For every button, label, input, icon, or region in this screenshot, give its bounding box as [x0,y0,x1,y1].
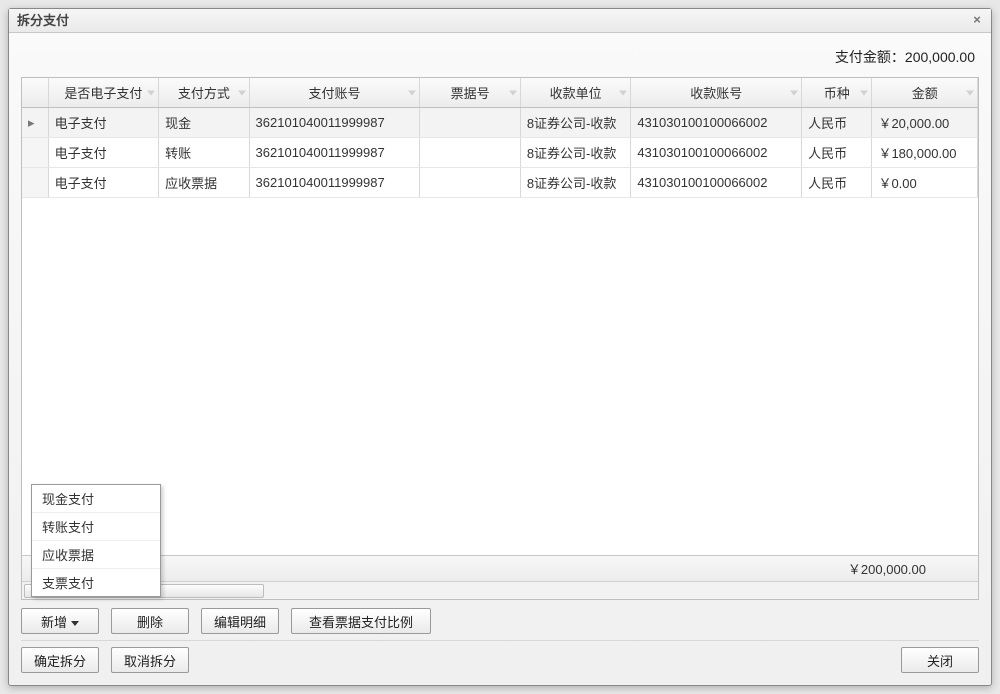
split-payment-dialog: 拆分支付 × 支付金额：200,000.00 是否电子支付 支付方式 支付账 [8,8,992,686]
table-row[interactable]: ▸ 电子支付 现金 362101040011999987 8证券公司-收款 43… [22,108,978,138]
cell-currency[interactable]: 人民币 [802,168,872,198]
filter-icon[interactable] [966,90,974,95]
filter-icon[interactable] [147,90,155,95]
filter-icon[interactable] [790,90,798,95]
payment-amount-line: 支付金额：200,000.00 [21,43,979,77]
cell-method[interactable]: 转账 [159,138,249,168]
cell-amount[interactable]: ￥0.00 [872,168,978,198]
col-selector[interactable] [22,78,48,108]
grid: 是否电子支付 支付方式 支付账号 票据号 收款单位 收款账号 币种 金额 ▸ 电… [21,77,979,600]
chevron-down-icon [71,621,79,626]
cell-recv-acct[interactable]: 431030100100066002 [631,108,802,138]
grid-empty-area [22,198,978,555]
window-title: 拆分支付 [17,13,69,28]
cell-payee[interactable]: 8证券公司-收款 [520,168,631,198]
col-pay-acct-label: 支付账号 [308,86,360,101]
spacer [201,647,889,673]
row-indicator[interactable] [22,168,48,198]
horizontal-scrollbar[interactable] [22,581,978,599]
cancel-split-button[interactable]: 取消拆分 [111,647,189,673]
cell-payee[interactable]: 8证券公司-收款 [520,108,631,138]
row-indicator[interactable]: ▸ [22,108,48,138]
col-recv-acct[interactable]: 收款账号 [631,78,802,108]
table-row[interactable]: 电子支付 应收票据 362101040011999987 8证券公司-收款 43… [22,168,978,198]
add-menu-cheque[interactable]: 支票支付 [32,569,160,596]
row-indicator[interactable] [22,138,48,168]
col-method-label: 支付方式 [178,86,230,101]
close-button[interactable]: 关闭 [901,647,979,673]
cell-amount[interactable]: ￥180,000.00 [872,138,978,168]
view-ratio-button[interactable]: 查看票据支付比例 [291,608,431,634]
grid-table: 是否电子支付 支付方式 支付账号 票据号 收款单位 收款账号 币种 金额 ▸ 电… [22,78,978,198]
filter-icon[interactable] [860,90,868,95]
payment-amount-value: 200,000.00 [905,49,975,65]
cell-amount[interactable]: ￥20,000.00 [872,108,978,138]
cell-voucher[interactable] [420,168,520,198]
cell-method[interactable]: 现金 [159,108,249,138]
table-row[interactable]: 电子支付 转账 362101040011999987 8证券公司-收款 4310… [22,138,978,168]
edit-detail-button[interactable]: 编辑明细 [201,608,279,634]
dialog-body: 支付金额：200,000.00 是否电子支付 支付方式 支付账号 票据号 [9,33,991,685]
cell-pay-acct[interactable]: 362101040011999987 [249,138,420,168]
grid-footer-total: ￥200,000.00 [22,555,978,581]
add-menu-receivable-bill[interactable]: 应收票据 [32,541,160,569]
filter-icon[interactable] [619,90,627,95]
add-button-label: 新增 [41,615,67,630]
cell-currency[interactable]: 人民币 [802,108,872,138]
cell-recv-acct[interactable]: 431030100100066002 [631,168,802,198]
cell-recv-acct[interactable]: 431030100100066002 [631,138,802,168]
toolbar-row-1: 新增 删除 编辑明细 查看票据支付比例 [21,600,979,640]
cell-voucher[interactable] [420,108,520,138]
filter-icon[interactable] [238,90,246,95]
add-menu-cash[interactable]: 现金支付 [32,485,160,513]
col-epay-label: 是否电子支付 [64,86,142,101]
col-epay[interactable]: 是否电子支付 [48,78,159,108]
cell-payee[interactable]: 8证券公司-收款 [520,138,631,168]
cell-epay[interactable]: 电子支付 [48,108,159,138]
col-amount-label: 金额 [912,86,938,101]
close-icon[interactable]: × [969,13,985,29]
add-button[interactable]: 新增 [21,608,99,634]
col-currency[interactable]: 币种 [802,78,872,108]
col-voucher[interactable]: 票据号 [420,78,520,108]
add-dropdown-menu[interactable]: 现金支付 转账支付 应收票据 支票支付 [31,484,161,597]
add-menu-transfer[interactable]: 转账支付 [32,513,160,541]
cell-epay[interactable]: 电子支付 [48,168,159,198]
col-method[interactable]: 支付方式 [159,78,249,108]
cell-currency[interactable]: 人民币 [802,138,872,168]
cell-epay[interactable]: 电子支付 [48,138,159,168]
col-amount[interactable]: 金额 [872,78,978,108]
col-recv-acct-label: 收款账号 [690,86,742,101]
filter-icon[interactable] [408,90,416,95]
delete-button[interactable]: 删除 [111,608,189,634]
col-pay-acct[interactable]: 支付账号 [249,78,420,108]
col-voucher-label: 票据号 [451,86,490,101]
col-payee[interactable]: 收款单位 [520,78,631,108]
grid-header-row: 是否电子支付 支付方式 支付账号 票据号 收款单位 收款账号 币种 金额 [22,78,978,108]
titlebar[interactable]: 拆分支付 × [9,9,991,33]
cell-voucher[interactable] [420,138,520,168]
toolbar-row-2: 确定拆分 取消拆分 关闭 [21,640,979,677]
col-payee-label: 收款单位 [550,86,602,101]
total-amount: ￥200,000.00 [848,559,926,578]
cell-pay-acct[interactable]: 362101040011999987 [249,108,420,138]
cell-method[interactable]: 应收票据 [159,168,249,198]
col-currency-label: 币种 [824,86,850,101]
payment-amount-label: 支付金额： [835,49,905,65]
cell-pay-acct[interactable]: 362101040011999987 [249,168,420,198]
confirm-split-button[interactable]: 确定拆分 [21,647,99,673]
filter-icon[interactable] [509,90,517,95]
